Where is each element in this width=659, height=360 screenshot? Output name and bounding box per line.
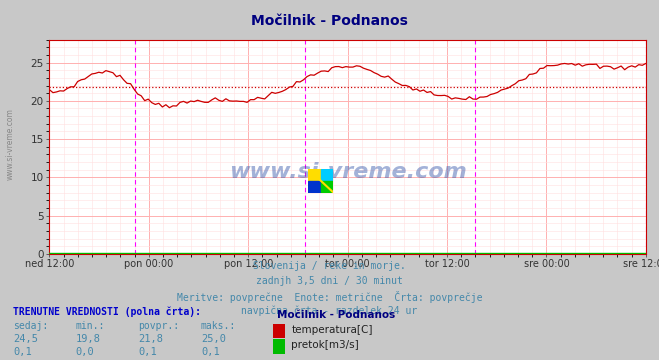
Text: Slovenija / reke in morje.: Slovenija / reke in morje.	[253, 261, 406, 271]
Bar	[308, 181, 321, 193]
Text: 0,1: 0,1	[13, 347, 32, 357]
Text: 25,0: 25,0	[201, 334, 226, 344]
Text: Meritve: povprečne  Enote: metrične  Črta: povprečje: Meritve: povprečne Enote: metrične Črta:…	[177, 291, 482, 303]
Bar	[308, 169, 321, 181]
Text: temperatura[C]: temperatura[C]	[291, 325, 373, 335]
Text: sedaj:: sedaj:	[13, 321, 48, 331]
Bar	[321, 169, 333, 181]
Text: 24,5: 24,5	[13, 334, 38, 344]
Text: www.si-vreme.com: www.si-vreme.com	[229, 162, 467, 183]
Text: Močilnik - Podnanos: Močilnik - Podnanos	[277, 310, 395, 320]
Text: min.:: min.:	[76, 321, 105, 331]
Text: zadnjh 3,5 dni / 30 minut: zadnjh 3,5 dni / 30 minut	[256, 276, 403, 286]
Text: 0,0: 0,0	[76, 347, 94, 357]
Text: maks.:: maks.:	[201, 321, 236, 331]
Text: povpr.:: povpr.:	[138, 321, 179, 331]
Bar	[321, 181, 333, 193]
Text: 21,8: 21,8	[138, 334, 163, 344]
Text: TRENUTNE VREDNOSTI (polna črta):: TRENUTNE VREDNOSTI (polna črta):	[13, 307, 201, 317]
Text: 19,8: 19,8	[76, 334, 101, 344]
Text: 0,1: 0,1	[201, 347, 219, 357]
Text: www.si-vreme.com: www.si-vreme.com	[5, 108, 14, 180]
Text: 0,1: 0,1	[138, 347, 157, 357]
Text: pretok[m3/s]: pretok[m3/s]	[291, 340, 359, 350]
Text: navpična črta - razdelek 24 ur: navpična črta - razdelek 24 ur	[241, 306, 418, 316]
Text: Močilnik - Podnanos: Močilnik - Podnanos	[251, 14, 408, 28]
